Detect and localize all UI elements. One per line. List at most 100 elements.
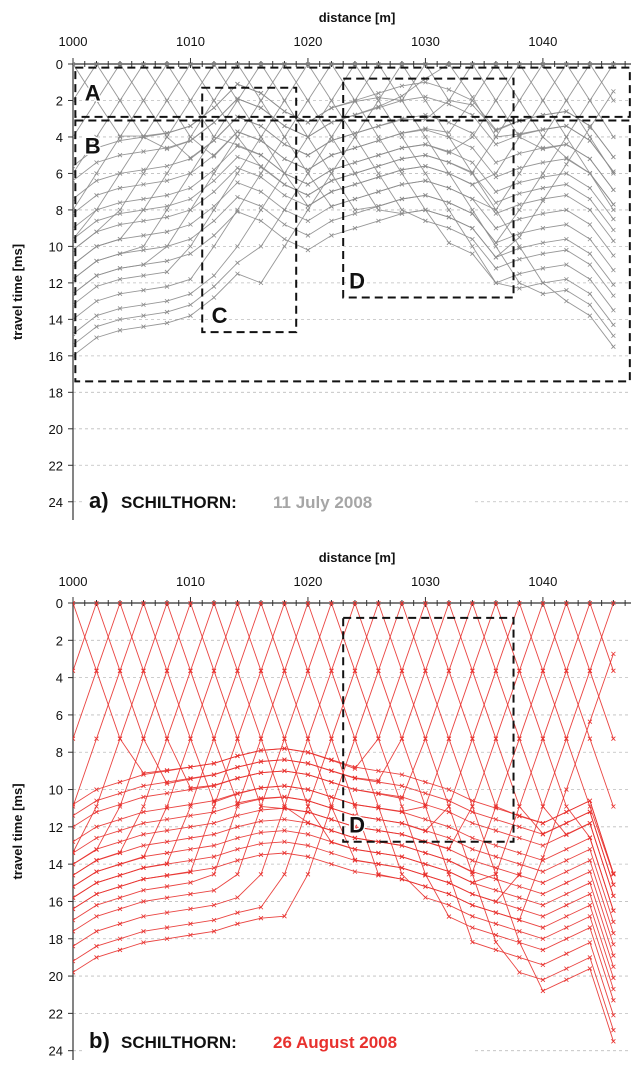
data-point [258,207,264,213]
y-tick-label: 24 [49,1044,63,1059]
data-point [94,273,99,278]
data-point [235,872,240,877]
data-point [540,266,546,271]
data-point [376,138,381,143]
data-point [329,861,334,867]
data-point [164,163,170,169]
data-point [399,130,405,136]
data-point [587,601,593,606]
data-point [399,145,405,151]
data-point [470,858,475,863]
data-point [141,820,146,826]
data-point [540,211,546,216]
data-point [611,187,616,193]
data-point [73,861,76,867]
data-point [235,813,240,818]
data-point [141,244,146,249]
data-point [305,120,311,125]
data-point [164,131,170,136]
data-point [117,828,123,833]
data-point [258,174,264,180]
data-point [282,804,287,809]
data-point [211,178,217,184]
data-point [258,785,264,790]
data-point [164,171,170,176]
data-point [423,736,428,741]
data-point [423,861,428,867]
data-point [94,858,99,863]
data-point [587,222,593,227]
data-point [94,736,99,741]
data-point [94,160,99,165]
data-point [94,824,99,830]
panel-caption: b) SCHILTHORN: 26 August 2008 [83,1028,475,1054]
data-point [611,134,616,140]
data-point [540,804,546,809]
data-point [517,955,522,960]
data-point [564,162,569,167]
data-point [423,218,428,224]
data-point [399,668,405,674]
data-point [564,193,569,198]
data-point [587,846,593,852]
y-tick-label: 12 [49,820,63,835]
data-point [399,156,405,162]
data-point [329,152,334,158]
data-point [258,138,264,143]
data-point [188,846,193,852]
data-point [352,824,358,830]
data-point [587,196,593,202]
data-point [446,120,452,125]
data-point [305,218,311,224]
data-point [94,98,99,103]
data-point [94,207,99,213]
data-point [258,770,264,776]
data-point [94,244,99,249]
data-point [235,209,240,215]
data-point [141,887,146,893]
data-point [211,273,217,278]
data-point [329,794,334,800]
data-point [164,790,170,796]
data-point [564,298,569,304]
data-point [329,98,334,103]
data-point [587,902,593,908]
data-point [141,794,146,800]
caption-background [83,1028,475,1054]
data-point [188,906,193,912]
data-point [73,134,76,140]
data-point [73,211,76,216]
data-point [164,805,170,811]
data-point [141,171,146,176]
data-point [517,873,522,878]
data-point [587,914,593,919]
data-point [423,127,428,132]
x-tick-label: 1010 [176,574,205,589]
data-point [540,240,546,246]
data-point [540,891,546,897]
data-point [399,872,405,877]
x-axis-title: distance [m] [319,550,396,565]
site-name: SCHILTHORN: [121,493,237,512]
data-point [164,207,170,213]
data-point [94,835,99,841]
data-point [141,182,146,187]
data-point [352,766,358,771]
data-point [376,163,381,169]
data-point [587,207,593,213]
data-point [446,87,452,92]
data-point [376,104,381,109]
data-point [540,988,546,994]
data-point [423,804,428,809]
data-point [94,787,99,792]
data-point [211,798,217,804]
data-point [446,880,452,886]
series-line [73,601,614,887]
data-point [517,929,522,934]
data-point [141,262,146,267]
data-point [164,936,170,942]
data-point [141,62,146,67]
data-point [399,809,405,814]
y-tick-label: 0 [56,596,63,611]
data-point [517,813,522,819]
